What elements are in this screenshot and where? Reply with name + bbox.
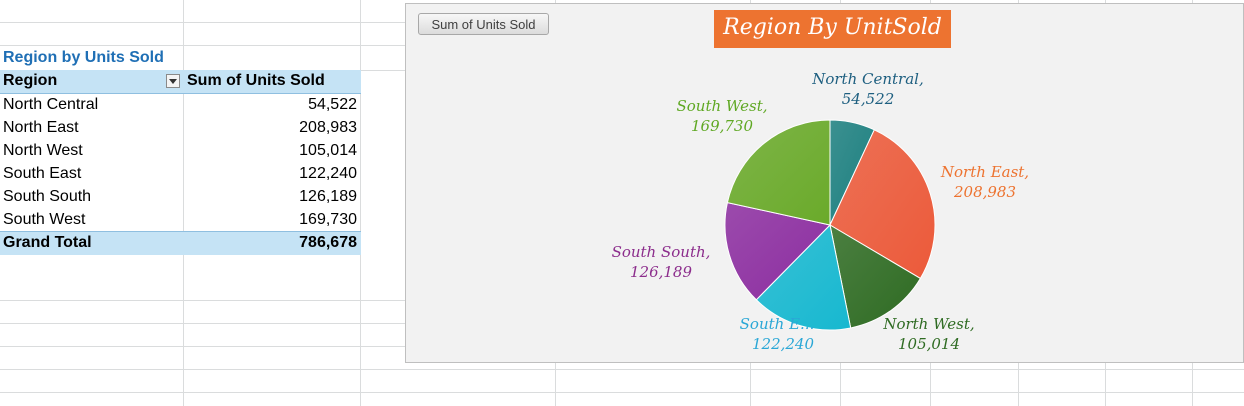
pie-slice-south-south[interactable] — [724, 201, 831, 301]
region-header: Region — [3, 72, 58, 89]
label-south-west-value: 169,730 — [691, 117, 753, 135]
pie-slice-north-west[interactable] — [829, 223, 922, 329]
field-button[interactable]: Sum of Units Sold — [418, 13, 549, 35]
units-cell: 126,189 — [299, 188, 357, 205]
pie-chart[interactable]: North Central, 54,522 North East, 208,98… — [405, 3, 1244, 363]
units-cell: 54,522 — [308, 96, 357, 113]
units-cell: 208,983 — [299, 119, 357, 136]
filter-dropdown-icon[interactable] — [166, 74, 180, 88]
table-row[interactable]: South East 122,240 — [0, 163, 361, 186]
pivot-title: Region by Units Sold — [3, 49, 164, 66]
table-row[interactable]: North West 105,014 — [0, 140, 361, 163]
table-row[interactable]: South South 126,189 — [0, 186, 361, 209]
region-cell: South South — [3, 188, 92, 205]
units-cell: 169,730 — [299, 211, 357, 228]
pie-slice-south-west[interactable] — [726, 119, 831, 226]
region-cell: North Central — [3, 96, 99, 113]
label-south-east-value: 122,240 — [752, 335, 814, 353]
pivot-rows: North Central 54,522 North East 208,983 … — [0, 94, 361, 232]
sum-header: Sum of Units Sold — [187, 72, 325, 89]
region-cell: South West — [3, 211, 86, 228]
label-north-west-value: 105,014 — [898, 335, 960, 353]
grand-total-value: 786,678 — [299, 234, 357, 251]
label-south-south-value: 126,189 — [630, 263, 692, 281]
table-row[interactable]: South West 169,730 — [0, 209, 361, 232]
region-cell: North West — [3, 142, 83, 159]
region-cell: North East — [3, 119, 79, 136]
label-north-west-name: North West, — [882, 315, 974, 333]
units-cell: 105,014 — [299, 142, 357, 159]
label-north-central-value: 54,522 — [842, 90, 895, 108]
grand-total-row[interactable]: Grand Total 786,678 — [0, 231, 361, 255]
grand-total-label: Grand Total — [3, 234, 92, 251]
chart-title[interactable]: Region By UnitSold — [714, 10, 951, 48]
label-north-east-name: North East, — [940, 163, 1029, 181]
label-south-south-name: South South, — [612, 243, 711, 261]
label-north-east-value: 208,983 — [953, 183, 1016, 201]
label-south-west-name: South West, — [677, 97, 768, 115]
table-row[interactable]: North Central 54,522 — [0, 94, 361, 117]
label-south-east-name: South E... — [740, 315, 815, 333]
label-north-central-name: North Central, — [811, 70, 924, 88]
region-cell: South East — [3, 165, 82, 182]
units-cell: 122,240 — [299, 165, 357, 182]
table-row[interactable]: North East 208,983 — [0, 117, 361, 140]
pivot-header-row: Region Sum of Units Sold — [0, 70, 361, 94]
pie-slice-south-east[interactable] — [755, 223, 852, 331]
pie-slice-north-east[interactable] — [829, 129, 936, 280]
